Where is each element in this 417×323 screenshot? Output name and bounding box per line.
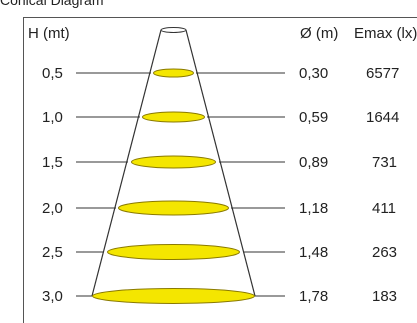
row-3-diameter: 1,18 [299, 200, 328, 217]
row-0-ellipse [153, 68, 194, 78]
row-0-emax: 6577 [366, 65, 399, 82]
row-5-emax: 183 [372, 288, 397, 305]
row-0-diameter: 0,30 [299, 65, 328, 82]
row-3-emax: 411 [372, 200, 396, 217]
page-title: Conical Diagram [0, 0, 103, 8]
row-2: 1,5 0,89 731 [42, 154, 397, 171]
row-2-diameter: 0,89 [299, 154, 328, 171]
row-4-diameter: 1,48 [299, 244, 328, 261]
rows-group: 0,5 0,30 6577 1,0 0,59 1644 1,5 0,89 731 [42, 65, 399, 305]
row-0: 0,5 0,30 6577 [42, 65, 399, 82]
row-5-ellipse [92, 288, 255, 304]
row-2-height: 1,5 [42, 154, 63, 171]
row-3: 2,0 1,18 411 [42, 200, 396, 217]
diagram-frame [23, 17, 417, 323]
row-5-height: 3,0 [42, 288, 63, 305]
row-5: 3,0 1,78 183 [42, 288, 397, 305]
row-3-height: 2,0 [42, 200, 63, 217]
row-1-height: 1,0 [42, 109, 63, 126]
row-0-height: 0,5 [42, 65, 63, 82]
row-3-ellipse [118, 200, 229, 216]
row-2-emax: 731 [372, 154, 397, 171]
row-4-emax: 263 [372, 244, 397, 261]
row-1-ellipse [142, 111, 205, 123]
row-5-diameter: 1,78 [299, 288, 328, 305]
cone-top-ellipse [160, 27, 187, 33]
row-4-height: 2,5 [42, 244, 63, 261]
emax-header: Emax (lx) [354, 25, 417, 42]
row-4-ellipse [107, 244, 240, 260]
height-header: H (mt) [28, 25, 70, 42]
diameter-header: Ø (m) [300, 25, 338, 42]
row-1: 1,0 0,59 1644 [42, 109, 399, 126]
row-4: 2,5 1,48 263 [42, 244, 397, 261]
row-2-ellipse [131, 155, 216, 169]
row-1-emax: 1644 [366, 109, 399, 126]
row-1-diameter: 0,59 [299, 109, 328, 126]
